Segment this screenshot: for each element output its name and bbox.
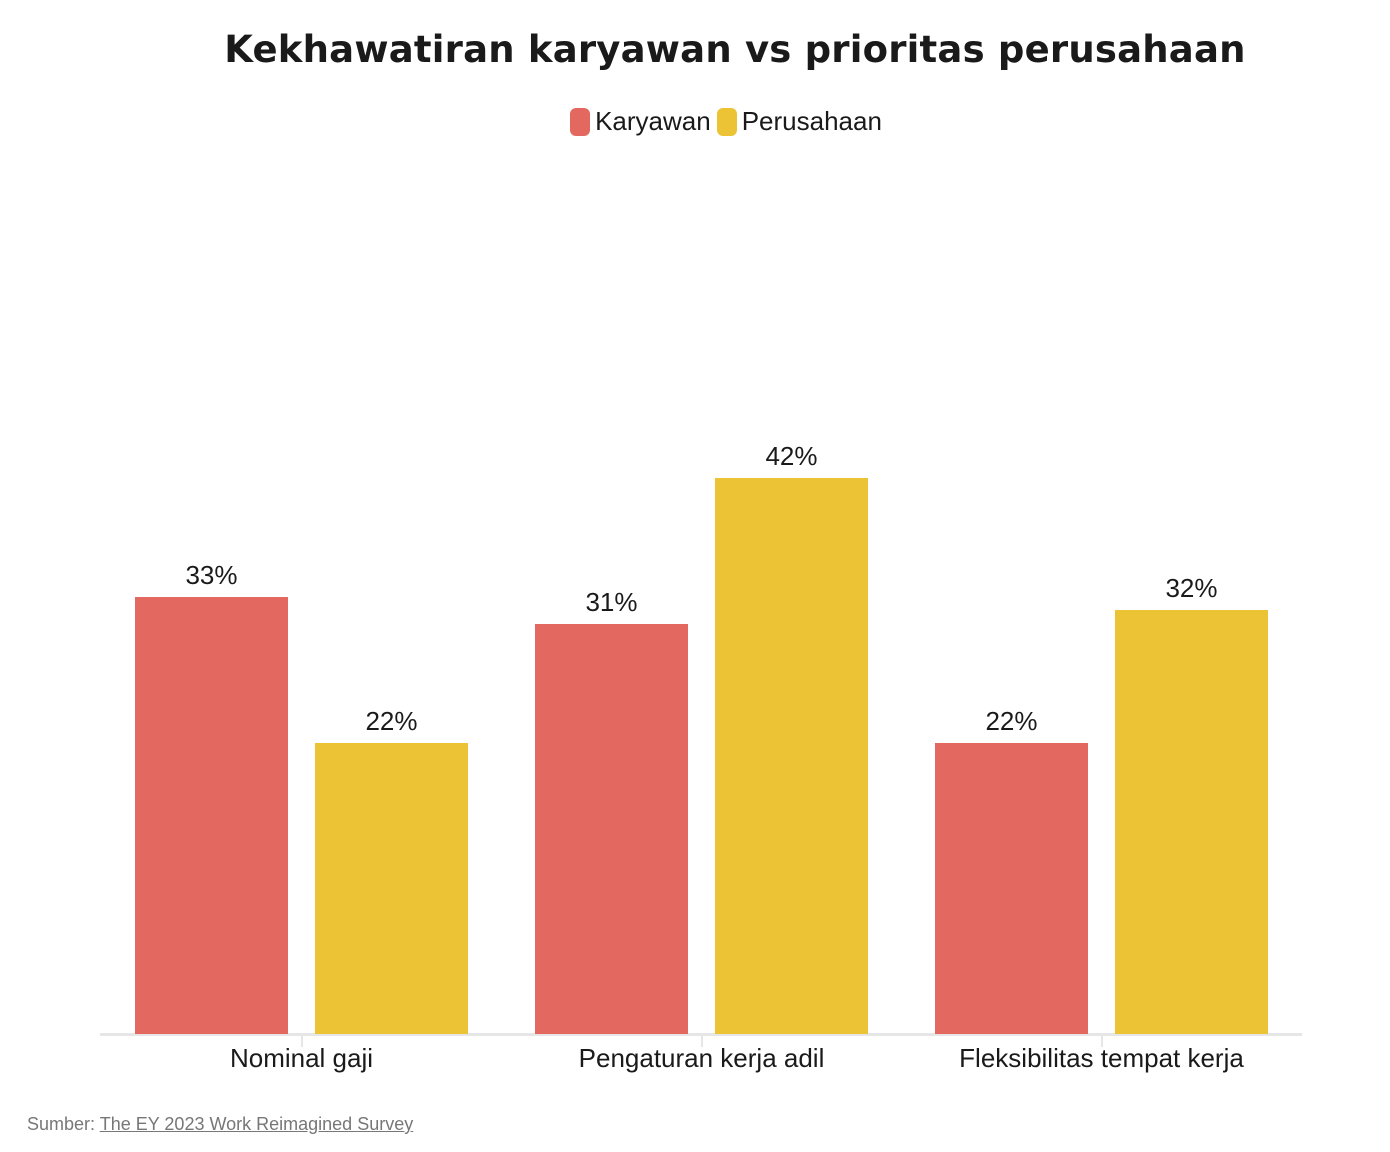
legend-swatch-perusahaan xyxy=(716,107,737,136)
legend-item-karyawan[interactable]: Karyawan xyxy=(570,106,711,137)
bar-karyawan-3[interactable] xyxy=(935,743,1088,1034)
chart-title: Kekhawatiran karyawan vs prioritas perus… xyxy=(224,28,1246,71)
bar-value-label: 32% xyxy=(1165,573,1218,603)
bar-value-label: 22% xyxy=(365,706,418,736)
legend-label: Karyawan xyxy=(595,106,711,136)
bar-perusahaan-2[interactable] xyxy=(715,478,868,1034)
bar-karyawan-2[interactable] xyxy=(535,624,688,1034)
bar-value-label: 31% xyxy=(585,587,638,617)
x-axis-category-label: Pengaturan kerja adil xyxy=(578,1043,825,1073)
source-note: Sumber: The EY 2023 Work Reimagined Surv… xyxy=(27,1114,413,1135)
x-axis-category-label: Fleksibilitas tempat kerja xyxy=(959,1043,1244,1073)
bar-value-label: 33% xyxy=(185,560,238,590)
x-axis-category-label: Nominal gaji xyxy=(229,1043,374,1073)
x-axis-tick xyxy=(1100,1036,1103,1047)
x-axis-line xyxy=(100,1033,1302,1036)
x-axis-tick xyxy=(700,1036,703,1047)
bar-value-label: 42% xyxy=(765,441,818,471)
legend-swatch-karyawan xyxy=(570,107,591,136)
bar-perusahaan-1[interactable] xyxy=(315,743,468,1034)
source-prefix: Sumber: xyxy=(27,1114,96,1134)
x-axis-tick xyxy=(300,1036,303,1047)
bar-perusahaan-3[interactable] xyxy=(1115,610,1268,1034)
legend-label: Perusahaan xyxy=(741,106,882,136)
bar-karyawan-1[interactable] xyxy=(135,597,288,1034)
source-link[interactable]: The EY 2023 Work Reimagined Survey xyxy=(99,1114,414,1134)
bar-value-label: 22% xyxy=(985,706,1038,736)
legend: Karyawan Perusahaan xyxy=(0,106,1390,137)
legend-item-perusahaan[interactable]: Perusahaan xyxy=(716,106,882,137)
